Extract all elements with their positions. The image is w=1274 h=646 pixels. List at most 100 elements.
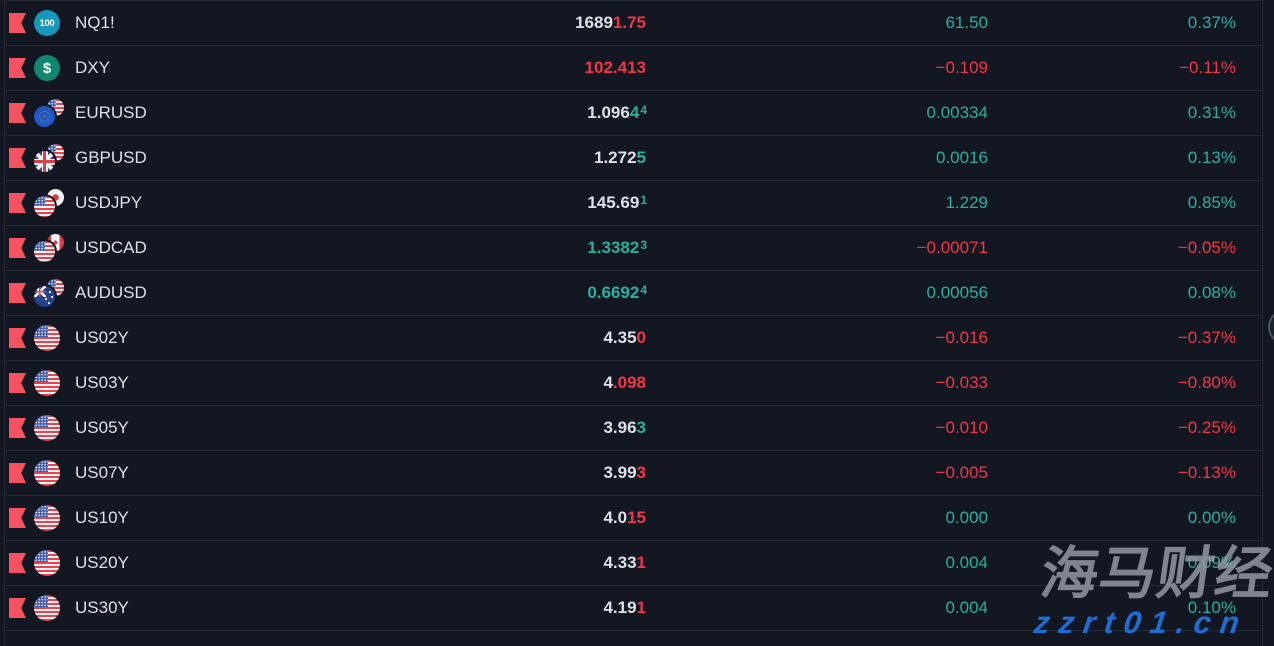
us-flag-icon [34, 595, 60, 621]
last-price: 1.33823 [587, 238, 647, 257]
flag-icon[interactable] [9, 283, 26, 303]
flag-icon[interactable] [9, 508, 26, 528]
watchlist-row[interactable]: US05Y 3.963 −0.010 −0.25% [6, 406, 1262, 451]
change-percent: −0.25% [1177, 418, 1236, 437]
flag-icon[interactable] [9, 148, 26, 168]
us-flag-icon [34, 550, 60, 576]
us-flag-icon [34, 460, 60, 486]
change-percent: −0.11% [1179, 58, 1236, 77]
aud-usd-flags-icon [34, 279, 64, 307]
flag-icon[interactable] [9, 13, 26, 33]
change-value: −0.010 [935, 418, 988, 437]
watchlist-row[interactable]: US20Y 4.331 0.004 0.09% [6, 541, 1262, 586]
symbol-label: US07Y [75, 463, 129, 482]
change-percent: −0.37% [1177, 328, 1236, 347]
symbol-label: USDJPY [75, 193, 143, 212]
watchlist-row[interactable]: EURUSD 1.09644 0.00334 0.31% [6, 91, 1262, 136]
watchlist-row[interactable]: US02Y 4.350 −0.016 −0.37% [6, 316, 1262, 361]
edge-floating-button[interactable] [1268, 309, 1274, 345]
watchlist-row[interactable]: US07Y 3.993 −0.005 −0.13% [6, 451, 1262, 496]
change-value: 0.0016 [936, 148, 988, 167]
symbol-label: US05Y [75, 418, 129, 437]
nasdaq-100-icon: 100 [34, 10, 60, 36]
flag-icon[interactable] [9, 193, 26, 213]
last-price: 145.691 [587, 193, 647, 212]
symbol-label: US30Y [75, 598, 129, 617]
symbol-label: DXY [75, 58, 110, 77]
eur-usd-flags-icon [34, 99, 64, 127]
change-value: 0.00056 [926, 283, 988, 302]
us-flag-icon [34, 415, 60, 441]
change-percent: 0.13% [1187, 148, 1236, 167]
watchlist-row[interactable]: $ DXY 102.413 −0.109 −0.11% [6, 46, 1262, 91]
last-price: 3.993 [603, 463, 646, 482]
change-value: 0.000 [945, 508, 988, 527]
last-price: 4.331 [603, 553, 646, 572]
last-price: 1.09644 [587, 103, 647, 122]
change-percent: −0.13% [1177, 463, 1236, 482]
change-value: −0.033 [935, 373, 988, 392]
watchlist-row[interactable]: US10Y 4.015 0.000 0.00% [6, 496, 1262, 541]
flag-icon[interactable] [9, 373, 26, 393]
flag-icon[interactable] [9, 418, 26, 438]
change-percent: 0.00% [1187, 508, 1236, 527]
change-value: −0.005 [935, 463, 988, 482]
flag-icon[interactable] [9, 103, 26, 123]
watchlist-row[interactable]: USDJPY 145.691 1.229 0.85% [6, 181, 1262, 226]
gbp-usd-flags-icon [34, 144, 64, 172]
flag-icon[interactable] [9, 238, 26, 258]
change-percent: −0.05% [1177, 238, 1236, 257]
change-value: −0.016 [935, 328, 988, 347]
symbol-label: US20Y [75, 553, 129, 572]
change-value: 1.229 [945, 193, 988, 212]
last-price: 4.350 [603, 328, 646, 347]
change-percent: 0.85% [1187, 193, 1236, 212]
watchlist-row[interactable]: USDCAD 1.33823 −0.00071 −0.05% [6, 226, 1262, 271]
last-price: 16891.75 [575, 13, 646, 32]
symbol-label: US03Y [75, 373, 129, 392]
watchlist-row[interactable]: US30Y 4.191 0.004 0.10% [6, 586, 1262, 631]
symbol-label: USDCAD [75, 238, 147, 257]
change-percent: 0.31% [1187, 103, 1236, 122]
flag-icon[interactable] [9, 553, 26, 573]
last-price: 3.963 [603, 418, 646, 437]
change-percent: −0.80% [1177, 373, 1236, 392]
symbol-label: US02Y [75, 328, 129, 347]
change-value: 0.00334 [926, 103, 988, 122]
last-price: 0.66924 [587, 283, 647, 302]
left-panel-border [0, 0, 5, 646]
watchlist-row[interactable]: AUDUSD 0.66924 0.00056 0.08% [6, 271, 1262, 316]
change-value: 0.004 [945, 553, 988, 572]
watchlist-row[interactable]: 100 NQ1! 16891.75 61.50 0.37% [6, 1, 1262, 46]
watchlist-row[interactable]: US03Y 4.098 −0.033 −0.80% [6, 361, 1262, 406]
last-price: 4.098 [603, 373, 646, 392]
symbol-label: AUDUSD [75, 283, 147, 302]
change-value: −0.00071 [916, 238, 988, 257]
last-price: 102.413 [584, 58, 646, 77]
usd-jpy-flags-icon [34, 189, 64, 217]
change-value: 0.004 [945, 598, 988, 617]
symbol-label: NQ1! [75, 13, 115, 32]
flag-icon[interactable] [9, 463, 26, 483]
change-percent: 0.37% [1187, 13, 1236, 32]
us-flag-icon [34, 325, 60, 351]
flag-icon[interactable] [9, 58, 26, 78]
flag-icon[interactable] [9, 598, 26, 618]
last-price: 4.015 [603, 508, 646, 527]
last-price: 4.191 [603, 598, 646, 617]
dollar-index-icon: $ [34, 55, 60, 81]
watchlist-rows: 100 NQ1! 16891.75 61.50 0.37% $ DXY 102.… [6, 0, 1262, 646]
right-panel-border [1262, 0, 1263, 646]
watchlist-row[interactable]: GBPUSD 1.2725 0.0016 0.13% [6, 136, 1262, 181]
symbol-label: US10Y [75, 508, 129, 527]
change-value: 61.50 [945, 13, 988, 32]
us-flag-icon [34, 505, 60, 531]
change-percent: 0.08% [1187, 283, 1236, 302]
change-percent: 0.09% [1187, 553, 1236, 572]
usd-cad-flags-icon [34, 234, 64, 262]
flag-icon[interactable] [9, 328, 26, 348]
change-percent: 0.10% [1187, 598, 1236, 617]
symbol-label: EURUSD [75, 103, 147, 122]
last-price: 1.2725 [593, 148, 646, 167]
us-flag-icon [34, 370, 60, 396]
